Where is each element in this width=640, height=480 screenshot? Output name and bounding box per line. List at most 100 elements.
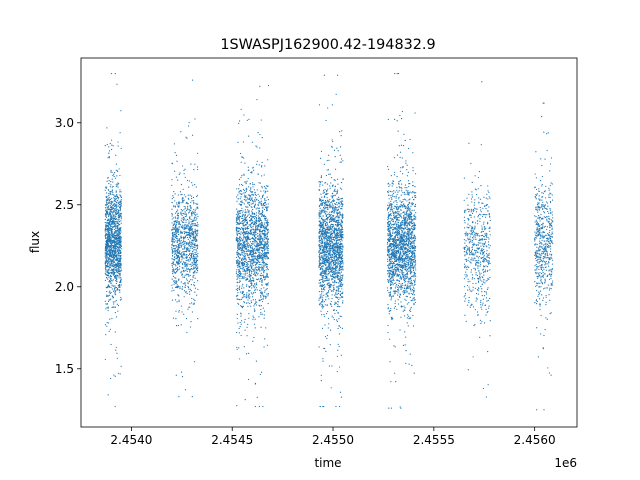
data-point: [266, 236, 269, 238]
data-point: [105, 253, 107, 255]
data-point: [243, 173, 245, 175]
data-point: [192, 241, 194, 243]
data-point: [248, 286, 250, 289]
data-point: [175, 257, 177, 260]
data-point: [179, 286, 181, 288]
data-point: [105, 224, 107, 227]
data-point: [180, 230, 182, 232]
data-point: [336, 178, 339, 180]
data-point: [113, 255, 115, 257]
data-point: [178, 286, 180, 288]
data-point: [237, 245, 239, 248]
data-point: [104, 204, 106, 206]
data-point: [262, 274, 264, 277]
data-point: [254, 244, 256, 246]
data-point: [336, 222, 338, 224]
data-point: [183, 261, 185, 263]
data-point: [195, 224, 197, 226]
data-point: [190, 210, 192, 212]
data-point: [110, 255, 112, 257]
data-point: [247, 296, 250, 298]
data-point: [261, 280, 263, 283]
data-point: [260, 247, 262, 249]
data-point: [254, 197, 256, 199]
data-point: [260, 298, 263, 301]
data-point: [322, 291, 324, 293]
data-point: [116, 227, 118, 229]
data-point: [119, 291, 121, 293]
data-point: [328, 279, 330, 281]
data-point: [114, 375, 116, 377]
data-point: [115, 207, 118, 209]
data-point: [336, 225, 338, 227]
data-point: [246, 228, 248, 230]
data-point: [194, 211, 196, 213]
data-point: [187, 263, 189, 265]
data-point: [107, 295, 109, 297]
data-point: [176, 231, 178, 233]
data-point: [259, 289, 261, 291]
data-point: [239, 244, 241, 246]
data-point: [260, 296, 262, 298]
data-point: [109, 254, 111, 256]
data-point: [251, 263, 253, 265]
data-point: [250, 259, 252, 261]
data-point: [113, 210, 115, 212]
data-point: [115, 154, 117, 156]
data-point: [246, 250, 248, 253]
data-point: [108, 202, 110, 204]
data-point: [112, 233, 114, 236]
data-point: [118, 206, 121, 208]
data-point: [107, 177, 109, 179]
data-point: [106, 266, 109, 268]
data-point: [108, 193, 110, 195]
data-point: [176, 202, 178, 204]
data-point: [236, 289, 239, 292]
data-point: [189, 240, 191, 242]
data-point: [194, 223, 196, 225]
data-point: [114, 218, 117, 221]
data-point: [239, 245, 241, 247]
data-point: [117, 205, 120, 207]
data-point: [257, 272, 259, 274]
data-point: [117, 256, 119, 259]
data-point: [108, 232, 111, 234]
data-point: [109, 260, 111, 262]
data-point: [120, 365, 122, 367]
data-point: [250, 172, 252, 174]
data-point: [114, 177, 117, 179]
data-point: [110, 72, 113, 75]
data-point: [115, 274, 117, 276]
data-point: [240, 275, 242, 277]
data-point: [260, 288, 262, 290]
data-point: [320, 212, 322, 214]
data-point: [114, 235, 116, 237]
data-point: [260, 239, 262, 241]
data-point: [255, 264, 257, 266]
data-point: [241, 273, 243, 275]
data-point: [240, 200, 242, 203]
data-point: [114, 286, 116, 288]
data-point: [104, 300, 106, 302]
data-point: [114, 290, 117, 292]
data-point: [189, 274, 191, 276]
data-point: [325, 299, 327, 301]
data-point: [324, 286, 326, 288]
data-point: [323, 287, 325, 289]
data-point: [239, 212, 242, 214]
data-point: [105, 242, 108, 244]
data-point: [258, 236, 260, 238]
data-point: [266, 209, 268, 212]
data-point: [186, 236, 189, 239]
data-point: [262, 259, 264, 261]
data-point: [180, 213, 182, 215]
data-point: [180, 254, 183, 256]
data-point: [108, 251, 110, 253]
data-point: [108, 200, 110, 202]
data-point: [183, 219, 185, 221]
data-point: [249, 245, 251, 247]
data-point: [193, 223, 195, 225]
data-point: [236, 285, 238, 287]
data-point: [105, 268, 107, 271]
data-point: [260, 198, 262, 200]
